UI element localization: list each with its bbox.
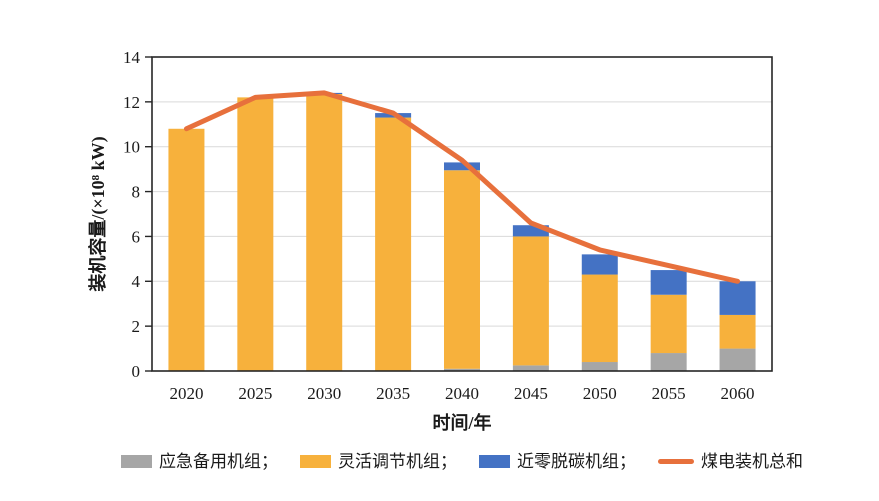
y-tick-label: 6 [132, 227, 141, 246]
bars-emergency-backup [444, 348, 756, 371]
bar-segment-flexible-adjustment [512, 236, 549, 366]
bar-segment-near-zero-decarbonization [581, 254, 618, 275]
legend-label: 煤电装机总和 [701, 451, 803, 471]
bar-segment-emergency-backup [650, 353, 687, 371]
bar-segment-flexible-adjustment [168, 128, 205, 371]
bar-segment-near-zero-decarbonization [512, 225, 549, 237]
x-tick-label: 2040 [445, 384, 479, 403]
bars-near-zero-decarbonization [306, 92, 756, 315]
legend-label: 近零脱碳机组； [517, 451, 636, 471]
y-tick-label: 10 [123, 138, 140, 157]
legend-item-coal-power-total: 煤电装机总和 [658, 453, 803, 470]
bar-segment-near-zero-decarbonization [650, 270, 687, 295]
x-tick-label: 2060 [721, 384, 755, 403]
bars-flexible-adjustment [168, 94, 756, 371]
chart-legend: 应急备用机组； 灵活调节机组； 近零脱碳机组； 煤电装机总和 [121, 446, 803, 476]
bar-segment-emergency-backup [581, 362, 618, 371]
x-axis: 2020 2025 2030 2035 2040 2045 2050 2055 2060 [169, 384, 754, 403]
bar-segment-near-zero-decarbonization [444, 162, 480, 171]
legend-item-near-zero-decarbonization: 近零脱碳机组； [479, 453, 636, 470]
flexible-adjustment-swatch-icon [300, 454, 331, 468]
bar-segment-flexible-adjustment [719, 314, 756, 349]
total-line-series [183, 90, 741, 284]
x-tick-label: 2045 [514, 384, 548, 403]
bar-segment-emergency-backup [512, 365, 549, 371]
y-axis-title: 装机容量/(×10⁸ kW) [87, 136, 109, 291]
x-tick-label: 2025 [238, 384, 272, 403]
y-tick-label: 4 [132, 272, 141, 291]
bar-segment-flexible-adjustment [581, 274, 618, 363]
y-tick-label: 14 [123, 48, 141, 67]
legend-label: 应急备用机组； [159, 451, 278, 471]
x-tick-label: 2050 [583, 384, 617, 403]
bar-segment-emergency-backup [719, 348, 756, 371]
coal-power-total-line-swatch-icon [658, 458, 694, 464]
y-tick-label: 12 [123, 93, 140, 112]
legend-item-flexible-adjustment: 灵活调节机组； [300, 453, 457, 470]
legend-label: 灵活调节机组； [338, 451, 457, 471]
x-tick-label: 2035 [376, 384, 410, 403]
near-zero-decarbonization-swatch-icon [479, 454, 510, 468]
emergency-backup-swatch-icon [121, 454, 152, 468]
x-tick-label: 2020 [169, 384, 203, 403]
x-axis-title: 时间/年 [432, 412, 491, 433]
bar-segment-flexible-adjustment [237, 97, 274, 371]
y-tick-label: 8 [132, 183, 141, 202]
plot-frame [151, 56, 773, 372]
bar-segment-flexible-adjustment [375, 117, 412, 371]
x-tick-label: 2055 [652, 384, 686, 403]
y-axis: 0 2 4 6 8 10 12 14 [123, 48, 152, 381]
x-tick-label: 2030 [307, 384, 341, 403]
bar-segment-emergency-backup [444, 368, 480, 371]
legend-item-emergency-backup: 应急备用机组； [121, 453, 278, 470]
bar-segment-flexible-adjustment [306, 94, 343, 371]
bar-segment-flexible-adjustment [444, 170, 480, 369]
bar-segment-flexible-adjustment [650, 294, 687, 354]
y-tick-label: 2 [132, 317, 141, 336]
y-tick-label: 0 [132, 362, 141, 381]
bar-segment-near-zero-decarbonization [719, 281, 756, 315]
